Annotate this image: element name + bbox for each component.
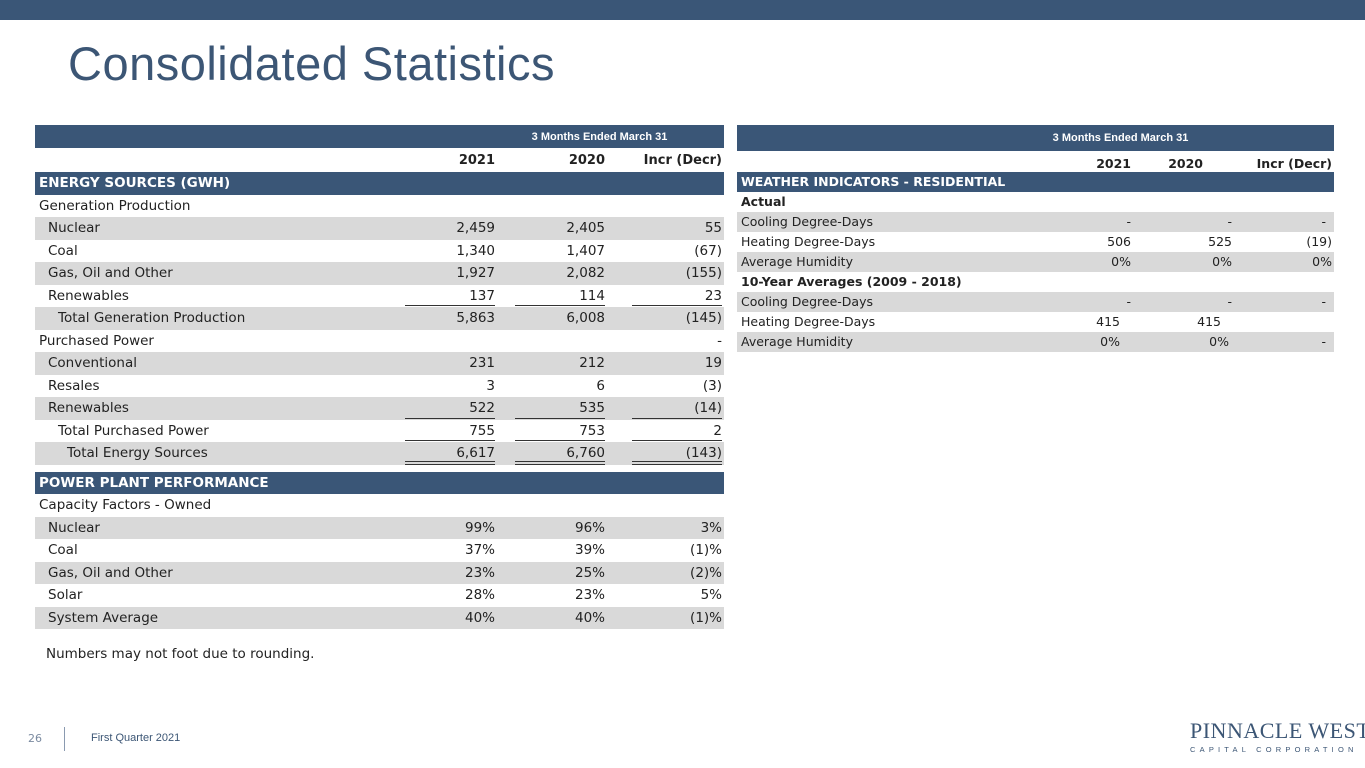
column-headers: 2021 2020 Incr (Decr) bbox=[35, 148, 724, 172]
group-header: 10-Year Averages (2009 - 2018) bbox=[741, 274, 962, 289]
top-banner bbox=[0, 0, 1365, 20]
subtotal-row: Total Purchased Power 755 753 2 bbox=[35, 420, 724, 443]
energy-statistics-table: 3 Months Ended March 31 2021 2020 Incr (… bbox=[35, 125, 724, 629]
col-2020: 2020 bbox=[1168, 156, 1203, 171]
logo-wordmark: PINNACLE WEST bbox=[1190, 718, 1365, 743]
table-row: Conventional 231 212 19 bbox=[35, 352, 724, 375]
group-header: Generation Production bbox=[39, 197, 191, 214]
rounding-note: Numbers may not foot due to rounding. bbox=[46, 646, 315, 662]
section-header: POWER PLANT PERFORMANCE bbox=[35, 471, 724, 494]
col-incr: Incr (Decr) bbox=[643, 153, 722, 168]
table-row: Coal 1,340 1,407 (67) bbox=[48, 242, 722, 259]
table-row: Resales 3 6 (3) bbox=[48, 377, 722, 394]
table-row: Gas, Oil and Other 23% 25% (2)% bbox=[35, 561, 724, 584]
company-logo: PINNACLE WEST CAPITAL CORPORATION bbox=[1190, 718, 1365, 754]
period-header: 3 Months Ended March 31 bbox=[737, 125, 1334, 151]
grand-total-row: Total Energy Sources 6,617 6,760 (143) bbox=[35, 442, 724, 465]
table-row: Average Humidity bbox=[737, 252, 1025, 272]
table-row: Average Humidity 0% 0% - bbox=[737, 332, 1334, 352]
col-incr: Incr (Decr) bbox=[1256, 156, 1332, 171]
table-row: Nuclear 99% 96% 3% bbox=[35, 516, 724, 539]
group-header: Capacity Factors - Owned bbox=[39, 497, 212, 513]
subtotal-row: Total Generation Production 5,863 6,008 … bbox=[35, 307, 724, 330]
table-row: Gas, Oil and Other 1,927 2,082 (155) bbox=[35, 262, 724, 285]
table-row: Solar 28% 23% 5% bbox=[48, 587, 722, 603]
table-row: Renewables 137 114 23 bbox=[35, 285, 724, 308]
section-header: WEATHER INDICATORS - RESIDENTIAL bbox=[737, 172, 1334, 192]
col-2021: 2021 bbox=[458, 153, 495, 168]
table-row: Cooling Degree-Days - - - bbox=[737, 292, 1334, 312]
table-row: Renewables 522 535 (14) bbox=[35, 397, 724, 420]
period-header: 3 Months Ended March 31 bbox=[35, 125, 724, 148]
table-row: Nuclear 2,459 2,405 55 bbox=[35, 217, 724, 240]
weather-indicators-table: 3 Months Ended March 31 2021 2020 Incr (… bbox=[737, 125, 1334, 352]
section-header: ENERGY SOURCES (GWH) bbox=[35, 172, 724, 195]
table-row: Cooling Degree-Days - - - bbox=[737, 212, 1334, 232]
table-row: Heating Degree-Days 415 415 bbox=[741, 314, 1221, 329]
table-row: Heating Degree-Days 506 525 (19) bbox=[741, 234, 1332, 249]
table-row-values: 0% 0% 0% bbox=[1025, 252, 1334, 272]
col-2021: 2021 bbox=[1096, 156, 1131, 171]
table-row: Coal 37% 39% (1)% bbox=[48, 542, 722, 558]
column-headers: 2021 2020 Incr (Decr) bbox=[737, 151, 1334, 172]
group-header: Actual bbox=[741, 194, 786, 209]
col-2020: 2020 bbox=[568, 153, 605, 168]
footer-text: First Quarter 2021 bbox=[91, 732, 181, 744]
logo-tagline: CAPITAL CORPORATION bbox=[1190, 745, 1358, 754]
group-header: Purchased Power - bbox=[39, 332, 722, 349]
page-title: Consolidated Statistics bbox=[68, 37, 555, 90]
page-number: 26 bbox=[28, 732, 42, 745]
table-row: System Average 40% 40% (1)% bbox=[35, 606, 724, 629]
footer-divider bbox=[64, 727, 65, 751]
